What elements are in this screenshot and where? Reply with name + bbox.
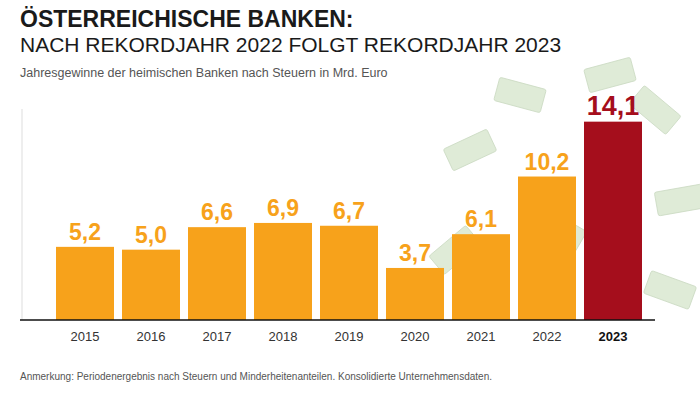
banknote-decoration — [654, 184, 700, 216]
bar — [122, 250, 180, 320]
bar — [254, 223, 312, 320]
bar — [386, 268, 444, 320]
x-tick-label: 2020 — [401, 329, 430, 344]
x-tick-label: 2019 — [335, 329, 364, 344]
banknote-decoration — [584, 57, 637, 93]
bar — [584, 122, 642, 320]
data-label: 3,7 — [399, 240, 431, 266]
data-label: 6,6 — [201, 199, 233, 225]
bar — [188, 227, 246, 320]
data-label: 6,9 — [267, 195, 299, 221]
x-tick-label: 2015 — [71, 329, 100, 344]
data-label: 5,2 — [69, 219, 101, 245]
bar — [518, 177, 576, 320]
data-label: 5,0 — [135, 222, 167, 248]
baseline — [20, 319, 655, 321]
x-tick-label: 2022 — [533, 329, 562, 344]
bar — [56, 247, 114, 320]
annotation: Anmerkung: Periodenergebnis nach Steuern… — [20, 371, 492, 382]
bar — [320, 226, 378, 320]
banknote-decoration — [494, 77, 547, 113]
bar — [452, 234, 510, 320]
x-tick-label: 2016 — [137, 329, 166, 344]
title: ÖSTERREICHISCHE BANKEN: — [20, 6, 354, 32]
banknote-decoration — [643, 271, 696, 310]
data-label: 14,1 — [587, 91, 640, 121]
data-label: 10,2 — [525, 149, 570, 175]
data-label: 6,1 — [465, 206, 497, 232]
y-axis-line — [22, 109, 23, 320]
x-tick-label: 2021 — [467, 329, 496, 344]
banknote-decoration — [443, 129, 497, 171]
axis-label: Jahresgewinne der heimischen Banken nach… — [20, 66, 388, 80]
chart-container: ÖSTERREICHISCHE BANKEN:NACH REKORDJAHR 2… — [0, 0, 700, 396]
x-tick-label: 2023 — [599, 329, 628, 344]
chart-svg: ÖSTERREICHISCHE BANKEN:NACH REKORDJAHR 2… — [0, 0, 700, 396]
x-tick-label: 2018 — [269, 329, 298, 344]
data-label: 6,7 — [333, 198, 365, 224]
x-tick-label: 2017 — [203, 329, 232, 344]
subtitle: NACH REKORDJAHR 2022 FOLGT REKORDJAHR 20… — [20, 33, 561, 56]
bars — [56, 122, 642, 320]
